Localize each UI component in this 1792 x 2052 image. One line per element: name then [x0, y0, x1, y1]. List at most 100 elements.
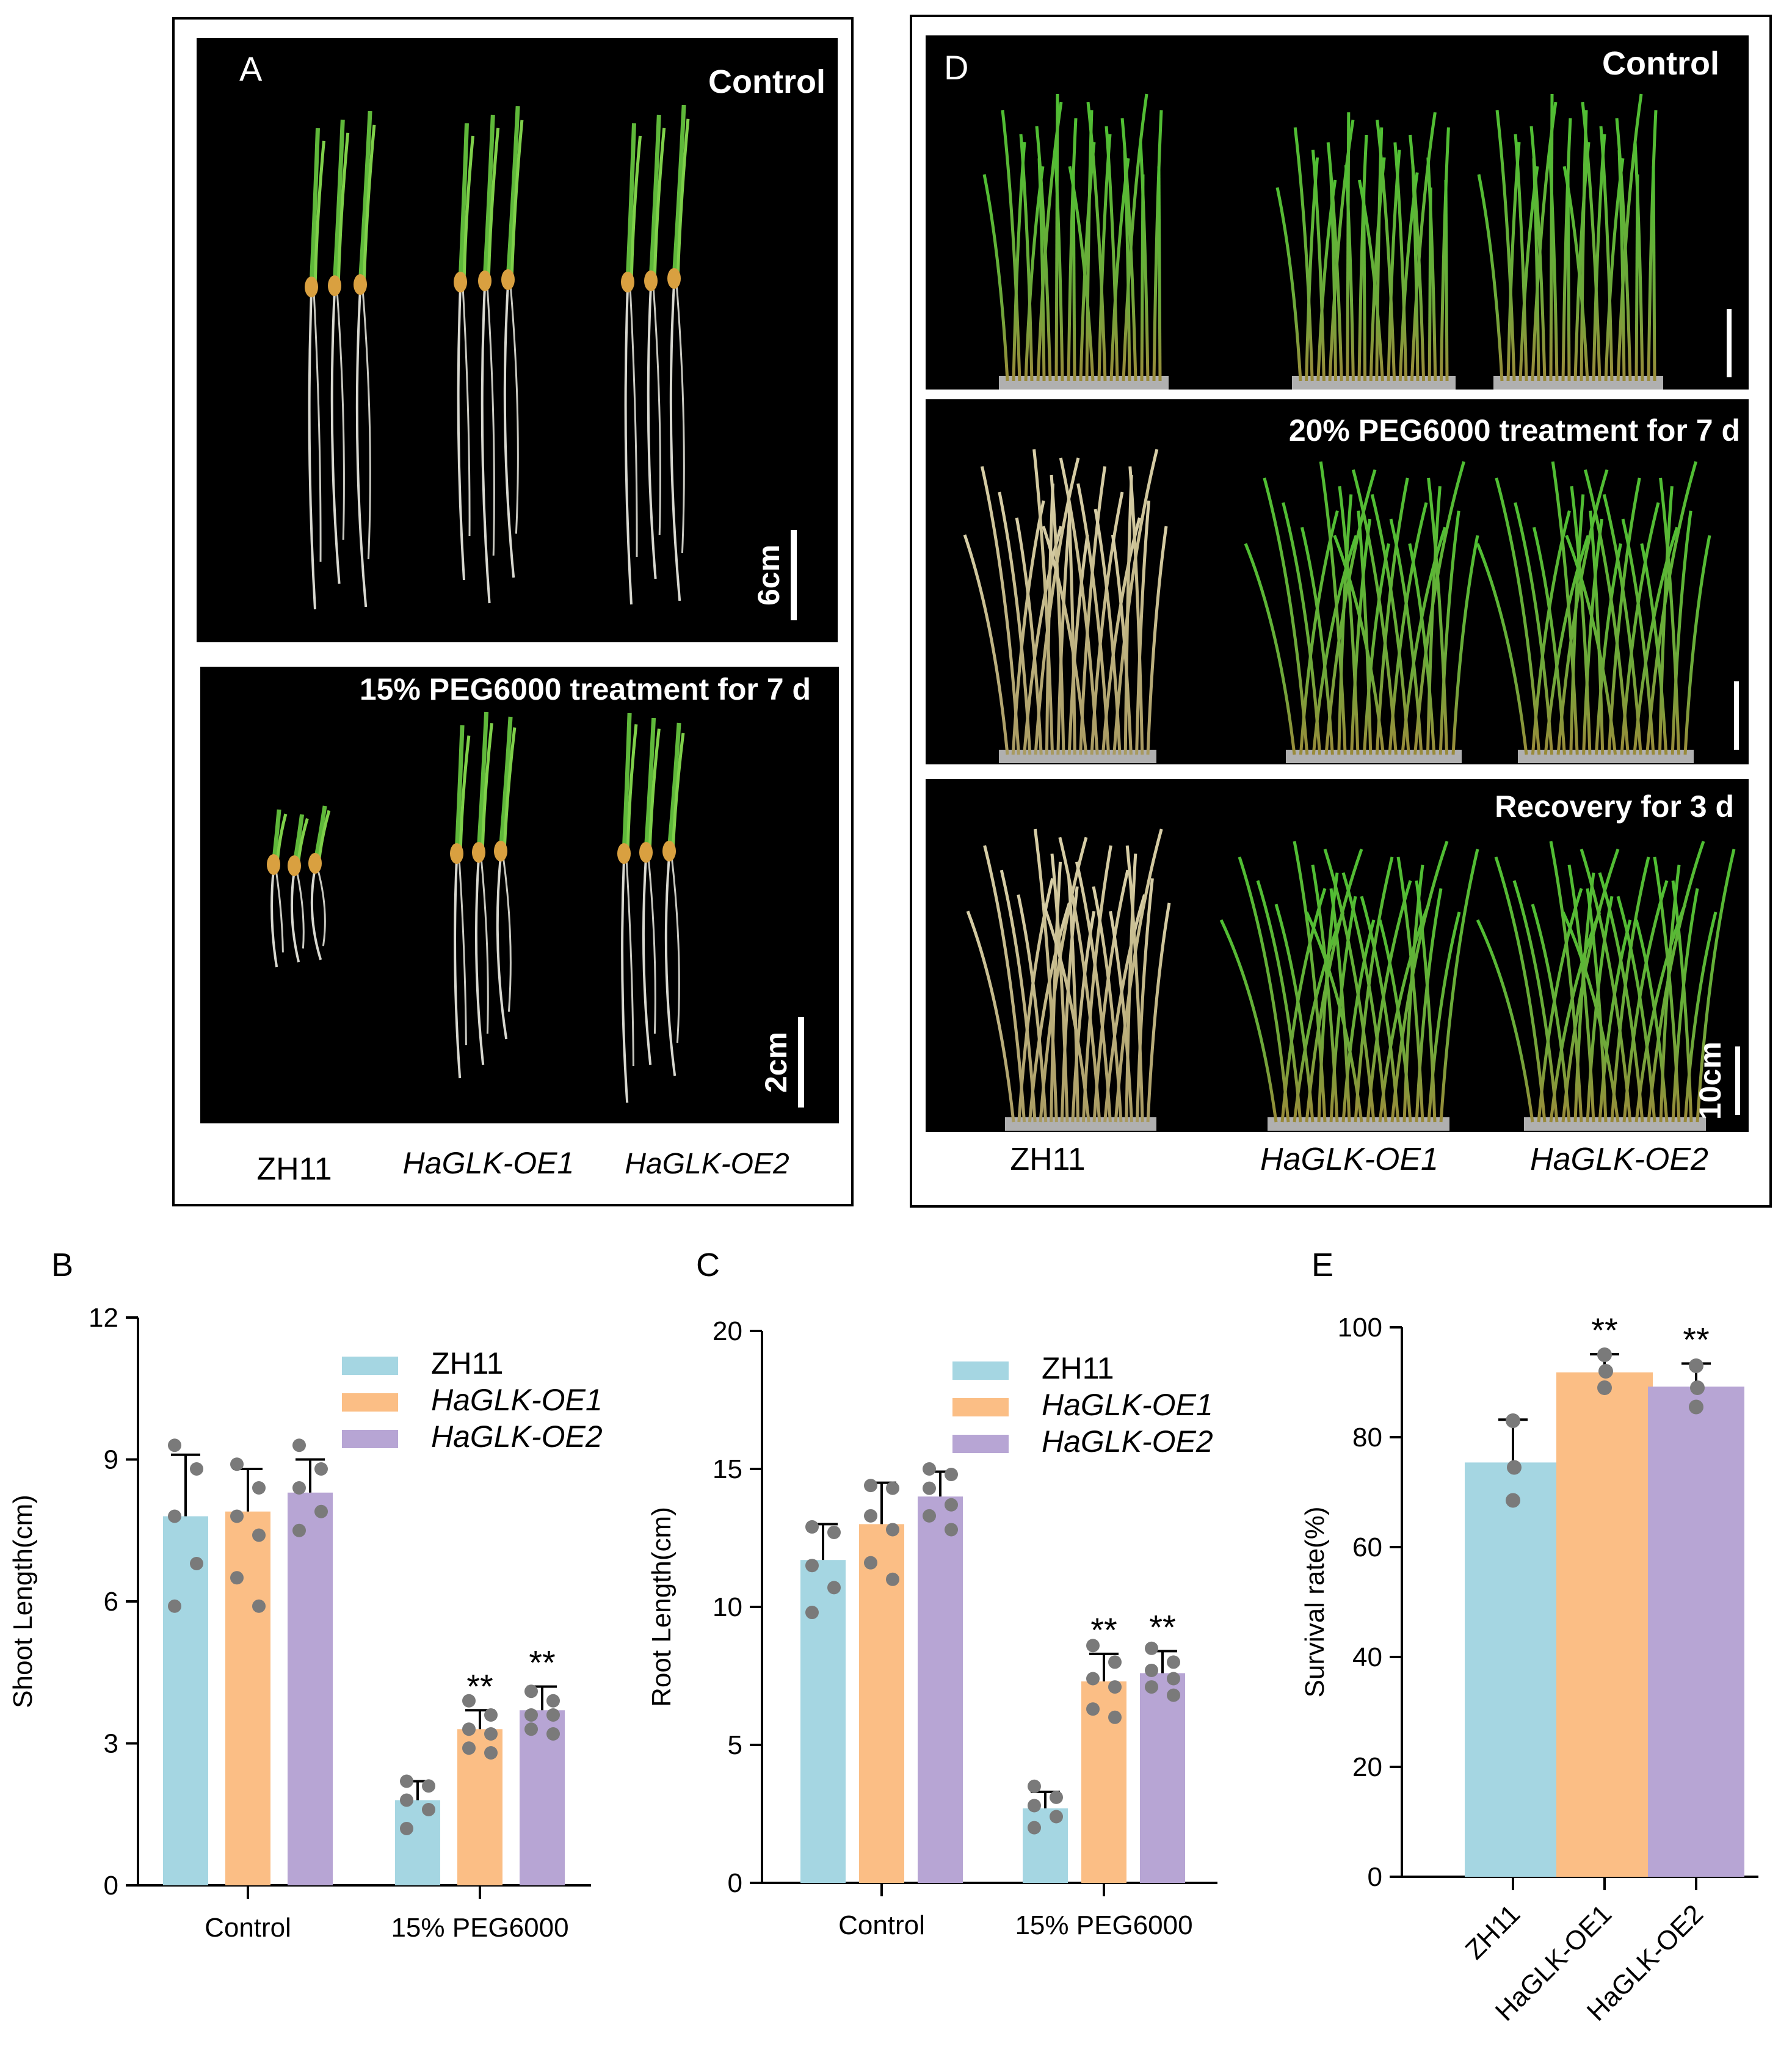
- panel-a-control-seedling-4-root-2: [486, 285, 495, 556]
- chart-b-point-0-0-2: [168, 1509, 181, 1523]
- panel-a-treatment-seedling-6-root-2: [625, 858, 634, 1067]
- chart-c-point-1-0-2: [864, 1509, 877, 1523]
- panel-d-recovery-oe1-blade-13: [1354, 857, 1394, 1123]
- chart-c-x-tick-label-0: Control: [838, 1910, 925, 1940]
- chart-b-point-2-1-4: [524, 1722, 538, 1736]
- chart-c-point-2-0-5: [945, 1523, 958, 1537]
- chart-c-y-tick-label-2: 10: [713, 1592, 742, 1622]
- panel-d-recovery-oe2-blade-10: [1567, 865, 1595, 1123]
- panel-d-frame: [910, 15, 1772, 1208]
- chart-b-legend-label-1: HaGLK-OE1: [431, 1383, 603, 1417]
- panel-d-recovery-oe1-blade-23: [1415, 888, 1443, 1123]
- panel-a-control-seedling-6-shoot: [625, 123, 636, 283]
- chart-c-y-tick-label-1: 5: [728, 1730, 742, 1760]
- panel-a-control-seedling-4-shoot: [482, 114, 495, 281]
- panel-d-recovery-zh11-blade-16: [1058, 836, 1101, 1123]
- panel-a-treatment-seedling-3-seed: [450, 843, 463, 864]
- panel-d-recovery-zh11-blade-2: [983, 845, 1026, 1123]
- panel-d-treatment-oe1-blade-23: [1438, 510, 1460, 755]
- panel-a-control-seedling-3-seed: [454, 272, 467, 292]
- panel-d-treatment-oe2-blade-4: [1514, 502, 1554, 755]
- panel-a-treatment-seedling-0-root-2: [275, 869, 284, 953]
- chart-c-y-tick-label-4: 20: [713, 1316, 742, 1346]
- panel-d-treatment-zh11-blade-11: [1067, 534, 1089, 755]
- panel-d-recovery-oe1-blade-4: [1256, 880, 1302, 1123]
- panel-a-control-seedling-2-leaf: [362, 125, 376, 285]
- panel-a-frame: [172, 17, 854, 1206]
- panel-a-treatment-seedling-1-seed: [288, 855, 301, 876]
- panel-d-treatment-oe1-blade-4: [1282, 502, 1322, 755]
- chart-c-point-0-0-1: [827, 1525, 841, 1539]
- chart-e-bar-0: [1465, 1462, 1561, 1877]
- chart-c-point-1-0-3: [886, 1523, 899, 1537]
- chart-b-shoot-length: 0 3 6 9 12 Shoot Length(cm) Control 15% PEG6000…: [8, 1303, 603, 1943]
- panel-d-treatment-oe1-blade-2: [1263, 477, 1309, 755]
- panel-a: A Control 6cm 15% PEG6000 treatment for …: [172, 17, 854, 1206]
- panel-a-treatment-seedling-2-root-2: [316, 868, 326, 946]
- panel-d-recovery-plants: [966, 828, 1736, 1131]
- panel-a-treatment-seedling-4-seed: [472, 842, 485, 863]
- panel-d-control-zh11-blade-2: [1001, 110, 1021, 382]
- chart-c-point-1-0-0: [864, 1479, 877, 1493]
- chart-b-point-2-0-2: [292, 1481, 306, 1495]
- chart-c-point-0-1-0: [1028, 1779, 1041, 1793]
- chart-c-point-0-0-0: [805, 1520, 819, 1534]
- chart-c-y-tick-label-0: 0: [728, 1868, 742, 1898]
- panel-d-treatment-zh11-blade-10: [1050, 474, 1065, 755]
- panel-a-control-seedling-1-seed: [328, 275, 341, 296]
- panel-a-treatment-seedling-3-root-1: [454, 858, 462, 1079]
- panel-d-treatment-oe1-blade-12: [1357, 510, 1373, 755]
- chart-b-point-1-1-4: [462, 1741, 476, 1755]
- panel-a-control-seedling-2-root-2: [361, 289, 371, 560]
- panel-d-control-oe1-blade-7: [1326, 142, 1343, 382]
- chart-c-point-0-1-4: [1028, 1821, 1041, 1835]
- panel-d-treatment-zh11-blade-22: [1111, 534, 1133, 755]
- chart-c-point-1-1-3: [1108, 1680, 1122, 1694]
- panel-a-control-seedling-5-root-1: [503, 284, 515, 578]
- panel-a-control-seedling-5-root-2: [509, 284, 519, 534]
- panel-a-treatment-seedling-8-root-2: [670, 855, 680, 1043]
- panel-d-scale-bar-control: [1727, 309, 1732, 377]
- panel-a-treatment-seedling-5-root-2: [502, 855, 512, 1012]
- chart-b-point-2-1-2: [524, 1708, 538, 1722]
- panel-d-control-oe1-blade-0: [1275, 187, 1302, 382]
- panel-d-control-oe2-blade-9: [1548, 150, 1559, 382]
- panel-d-treatment-oe1-blade-6: [1300, 526, 1334, 755]
- panel-a-control-seedling-4-root-1: [481, 285, 491, 604]
- chart-e-y-tick-label-2: 40: [1352, 1642, 1382, 1672]
- panel-d-control-oe2-blade-10: [1561, 118, 1572, 382]
- panel-d-treatment-oe1-blade-18: [1370, 494, 1410, 755]
- chart-b-point-2-1-1: [546, 1694, 560, 1708]
- panel-d-control-zh11-blade-0: [982, 174, 1009, 382]
- panel-d-control-oe2-blade-16: [1581, 101, 1602, 382]
- panel-d-treatment-oe2-blade-21: [1658, 486, 1674, 755]
- panel-a-control-seedling-7-seed: [644, 270, 658, 291]
- chart-c-point-1-1-0: [1086, 1639, 1100, 1653]
- panel-a-control-seedling-3-shoot: [458, 123, 469, 283]
- panel-a-control-seedling-6-root-1: [624, 286, 633, 605]
- panel-a-control-seedling-7-root-2: [652, 285, 661, 535]
- panel-d-recovery-oe2-blade-25: [1683, 912, 1718, 1123]
- panel-d-treatment-oe2-blade-11: [1594, 543, 1622, 755]
- chart-e-y-tick-label-5: 100: [1338, 1313, 1382, 1343]
- panel-d-control-zh11-blade-7: [1035, 126, 1052, 382]
- panel-a-treatment-seedling-8-root-1: [664, 855, 677, 1076]
- panel-a-control-seedling-6-root-2: [629, 286, 638, 557]
- panel-d-treatment-oe1-blade-13: [1375, 477, 1409, 755]
- panel-a-control-seedling-8-root-2: [675, 283, 685, 554]
- panel-c-letter: C: [696, 1247, 720, 1283]
- panel-d-treatment-zh11-blade-25: [1146, 526, 1168, 755]
- chart-c-legend-swatch-2: [952, 1435, 1009, 1453]
- panel-d-treatment-oe1-blade-21: [1426, 486, 1442, 755]
- chart-e-point-1-0: [1597, 1347, 1612, 1362]
- panel-d-control-oe2-blade-2: [1495, 110, 1516, 382]
- chart-b-bar-2-0: [288, 1492, 333, 1885]
- chart-e-point-0-1: [1507, 1460, 1522, 1475]
- panel-d-recovery-zh11-blade-19: [1114, 828, 1163, 1123]
- chart-c-point-2-1-5: [1167, 1688, 1180, 1702]
- panel-d-recovery-oe2-blade-2: [1494, 856, 1547, 1123]
- panel-d-treatment-zh11-blade-2: [980, 466, 1020, 755]
- panel-d-control-oe2-blade-14: [1562, 165, 1589, 382]
- panel-d-treatment-oe2-blade-7: [1569, 494, 1585, 755]
- panel-d-recovery-oe1-blade-18: [1341, 872, 1388, 1123]
